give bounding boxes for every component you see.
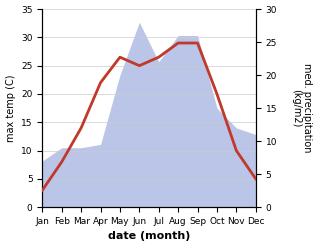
Y-axis label: max temp (C): max temp (C)	[5, 74, 16, 142]
X-axis label: date (month): date (month)	[108, 231, 190, 242]
Y-axis label: med. precipitation
(kg/m2): med. precipitation (kg/m2)	[291, 63, 313, 153]
